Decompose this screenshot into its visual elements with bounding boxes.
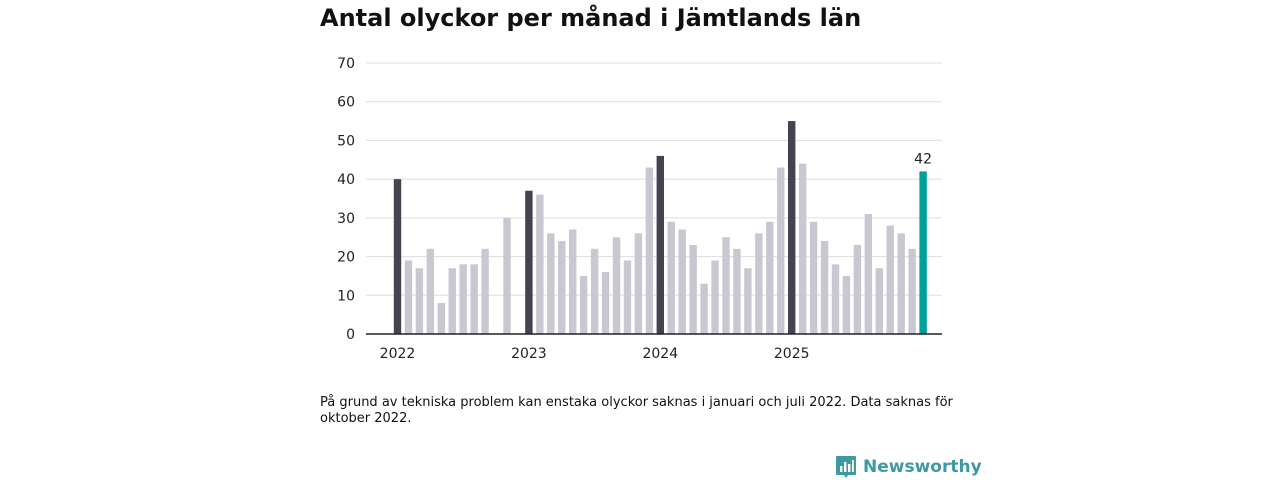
bar — [569, 229, 577, 334]
bar — [897, 233, 905, 334]
bar — [470, 264, 478, 334]
bar — [755, 233, 763, 334]
bar — [558, 241, 566, 334]
bar — [645, 167, 654, 334]
brand-logo: Newsworthy — [835, 455, 982, 479]
bar — [809, 221, 818, 334]
bar — [656, 155, 664, 334]
bar — [864, 213, 873, 334]
bar — [634, 233, 643, 334]
x-tick-label: 2025 — [774, 346, 810, 362]
bar — [426, 248, 435, 334]
chart-title: Antal olyckor per månad i Jämtlands län — [320, 4, 862, 32]
bar — [481, 248, 489, 334]
x-tick-label: 2022 — [380, 346, 416, 362]
bar — [525, 190, 533, 334]
bar — [404, 260, 413, 334]
y-tick-label: 30 — [337, 211, 355, 227]
bar-chart: 0 10 20 30 40 50 60 70 2022 2023 2024 2025 42 — [337, 56, 942, 362]
bar — [733, 248, 741, 334]
bar — [853, 244, 862, 334]
bar — [766, 221, 774, 334]
y-tick-label: 0 — [346, 327, 355, 343]
y-tick-label: 50 — [337, 133, 355, 149]
bar — [623, 260, 632, 334]
x-tick-label: 2023 — [511, 346, 547, 362]
bar — [678, 229, 686, 334]
bar — [612, 237, 621, 334]
bar — [831, 264, 840, 334]
bar — [722, 237, 730, 334]
bar — [820, 241, 829, 334]
y-tick-label: 60 — [337, 95, 355, 111]
bar — [590, 248, 599, 334]
bar — [579, 275, 588, 334]
bar — [919, 171, 927, 334]
bar — [393, 179, 402, 334]
bar — [415, 268, 424, 334]
bar — [842, 275, 851, 334]
bar — [711, 260, 719, 334]
bar — [798, 163, 807, 334]
bar — [777, 167, 785, 334]
bar — [601, 272, 610, 334]
y-tick-label: 70 — [337, 56, 355, 72]
bars — [393, 121, 927, 334]
data-labels: 42 — [914, 151, 932, 167]
bar — [875, 268, 883, 334]
bar — [503, 217, 511, 334]
bar — [788, 121, 796, 334]
y-tick-label: 20 — [337, 250, 355, 266]
y-tick-label: 40 — [337, 172, 355, 188]
bar — [448, 268, 456, 334]
bar — [667, 221, 675, 334]
y-tick-label: 10 — [337, 288, 355, 304]
chart-icon — [836, 456, 856, 478]
bar — [689, 244, 697, 334]
footnote: På grund av tekniska problem kan enstaka… — [320, 395, 953, 426]
bar — [886, 225, 894, 334]
x-tick-label: 2024 — [642, 346, 678, 362]
x-axis-ticks: 2022 2023 2024 2025 — [380, 346, 810, 362]
bar — [744, 268, 752, 334]
y-axis-ticks: 0 10 20 30 40 50 60 70 — [337, 56, 355, 343]
bar — [459, 264, 467, 334]
bar — [700, 283, 708, 334]
bar — [908, 248, 916, 334]
data-label: 42 — [914, 151, 932, 167]
bar — [547, 233, 555, 334]
brand-name: Newsworthy — [863, 457, 982, 477]
bar — [437, 303, 445, 334]
bar — [536, 194, 544, 334]
